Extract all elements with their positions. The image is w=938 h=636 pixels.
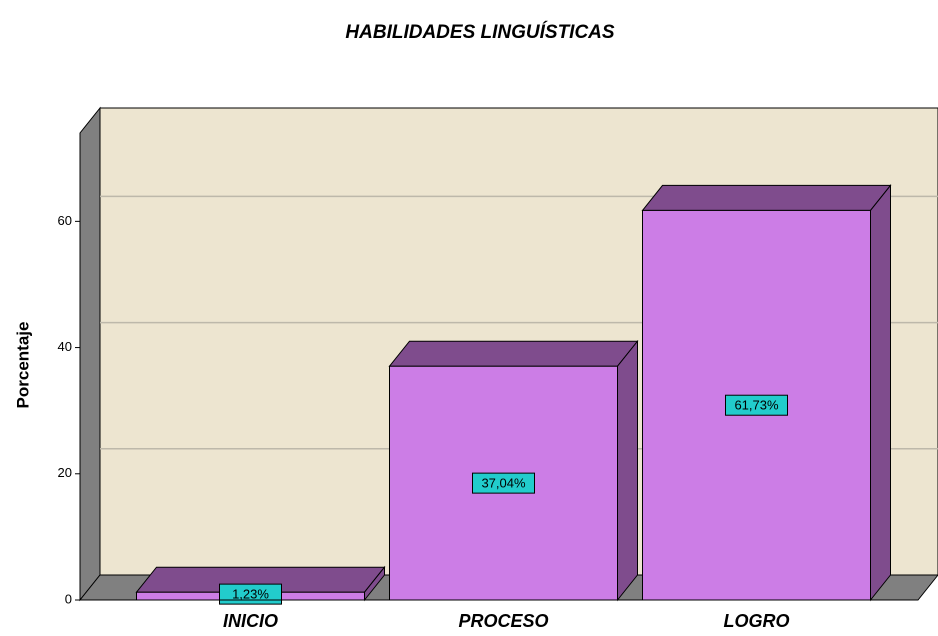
value-label-box [219, 583, 282, 605]
value-label: 37,04% [481, 476, 526, 491]
value-label-box [472, 472, 535, 494]
y-tick-label: 60 [58, 213, 72, 228]
y-tick-label: 20 [58, 465, 72, 480]
x-tick-label: PROCESO [458, 611, 548, 631]
bar-top [388, 340, 639, 367]
left-wall [79, 106, 101, 602]
value-label: 61,73% [734, 398, 779, 413]
bar-side [870, 184, 891, 602]
y-axis-label: Porcentaje [13, 322, 32, 409]
y-tick-label: 40 [58, 339, 72, 354]
value-label: 1,23% [232, 587, 269, 602]
y-tick-label: 0 [65, 591, 72, 606]
bar-top [641, 184, 892, 211]
bar-side [617, 339, 638, 602]
x-tick-label: INICIO [223, 611, 278, 631]
value-label-box [725, 394, 788, 416]
chart-title: HABILIDADES LINGUÍSTICAS [345, 21, 615, 43]
x-tick-label: LOGRO [724, 611, 790, 631]
